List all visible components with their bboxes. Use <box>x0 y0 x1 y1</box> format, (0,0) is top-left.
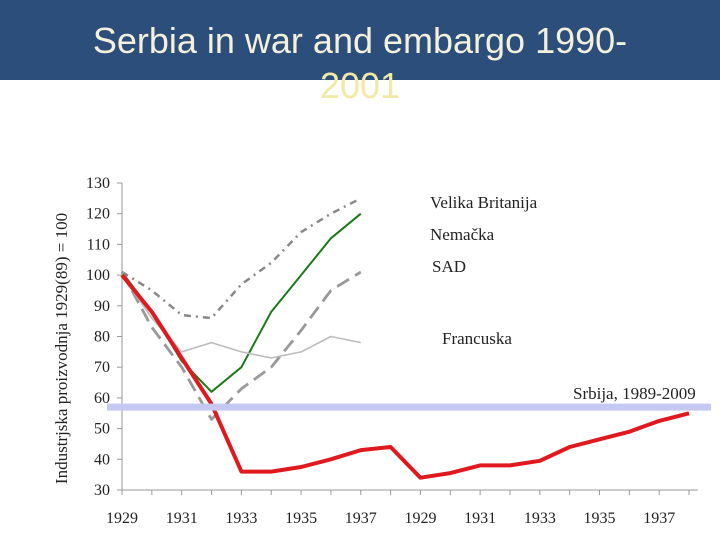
reference-band <box>107 403 711 411</box>
y-tick-label: 90 <box>94 298 110 315</box>
slide-title-line-2: 2001 <box>319 65 401 106</box>
series-lines <box>120 197 690 480</box>
reference-band-layer <box>107 403 711 411</box>
y-tick-label: 80 <box>94 329 110 346</box>
slide-title: Serbia in war and embargo 1990- 2001 <box>0 18 720 108</box>
industrial-production-chart: 30 40 50 60 70 80 90 100 110 120 130 Industrjska pr… <box>0 80 720 540</box>
x-tick-label: 1931 <box>464 510 496 527</box>
y-tick-label: 130 <box>86 175 110 192</box>
legend-label-3: Francuska <box>442 329 512 348</box>
x-tick-label: 1929 <box>404 510 436 527</box>
legend-label-1: Nemačka <box>430 225 495 244</box>
legend-labels: Velika Britanija Nemačka SAD Francuska Srbij… <box>430 193 696 403</box>
y-tick-label: 40 <box>94 451 110 468</box>
x-tick-label: 1937 <box>643 510 675 527</box>
series-line-2 <box>120 270 362 421</box>
x-tick-label: 1935 <box>584 510 616 527</box>
y-axis-label: Industrjska proizvodnja 1929(89) = 100 <box>52 213 71 484</box>
x-tick-label: 1937 <box>345 510 377 527</box>
y-tick-label: 110 <box>87 236 110 253</box>
x-tick-label: 1935 <box>285 510 317 527</box>
y-tick-label: 100 <box>86 267 110 284</box>
x-tick-label: 1933 <box>524 510 556 527</box>
series-line-1 <box>121 212 362 393</box>
legend-label-4: Srbija, 1989-2009 <box>573 384 696 403</box>
x-tick-label: 1931 <box>166 510 198 527</box>
x-tick-label: 1933 <box>225 510 257 527</box>
axes: 30 40 50 60 70 80 90 100 110 120 130 Industrjska pr… <box>52 175 698 527</box>
y-tick-label: 50 <box>94 421 110 438</box>
series-line-4 <box>120 273 690 480</box>
y-tick-label: 30 <box>94 482 110 499</box>
y-tick-label: 70 <box>94 359 110 376</box>
series-line-3 <box>121 274 361 359</box>
chart-canvas: 30 40 50 60 70 80 90 100 110 120 130 Industrjska pr… <box>52 175 711 527</box>
title-bar <box>0 0 720 80</box>
x-tick-label: 1929 <box>106 510 138 527</box>
series-line-0 <box>121 197 362 320</box>
y-tick-label: 120 <box>86 206 110 223</box>
slide-title-line-1: Serbia in war and embargo 1990- <box>92 20 628 61</box>
y-tick-label: 60 <box>94 390 110 407</box>
legend-label-0: Velika Britanija <box>430 193 538 212</box>
legend-label-2: SAD <box>432 257 466 276</box>
